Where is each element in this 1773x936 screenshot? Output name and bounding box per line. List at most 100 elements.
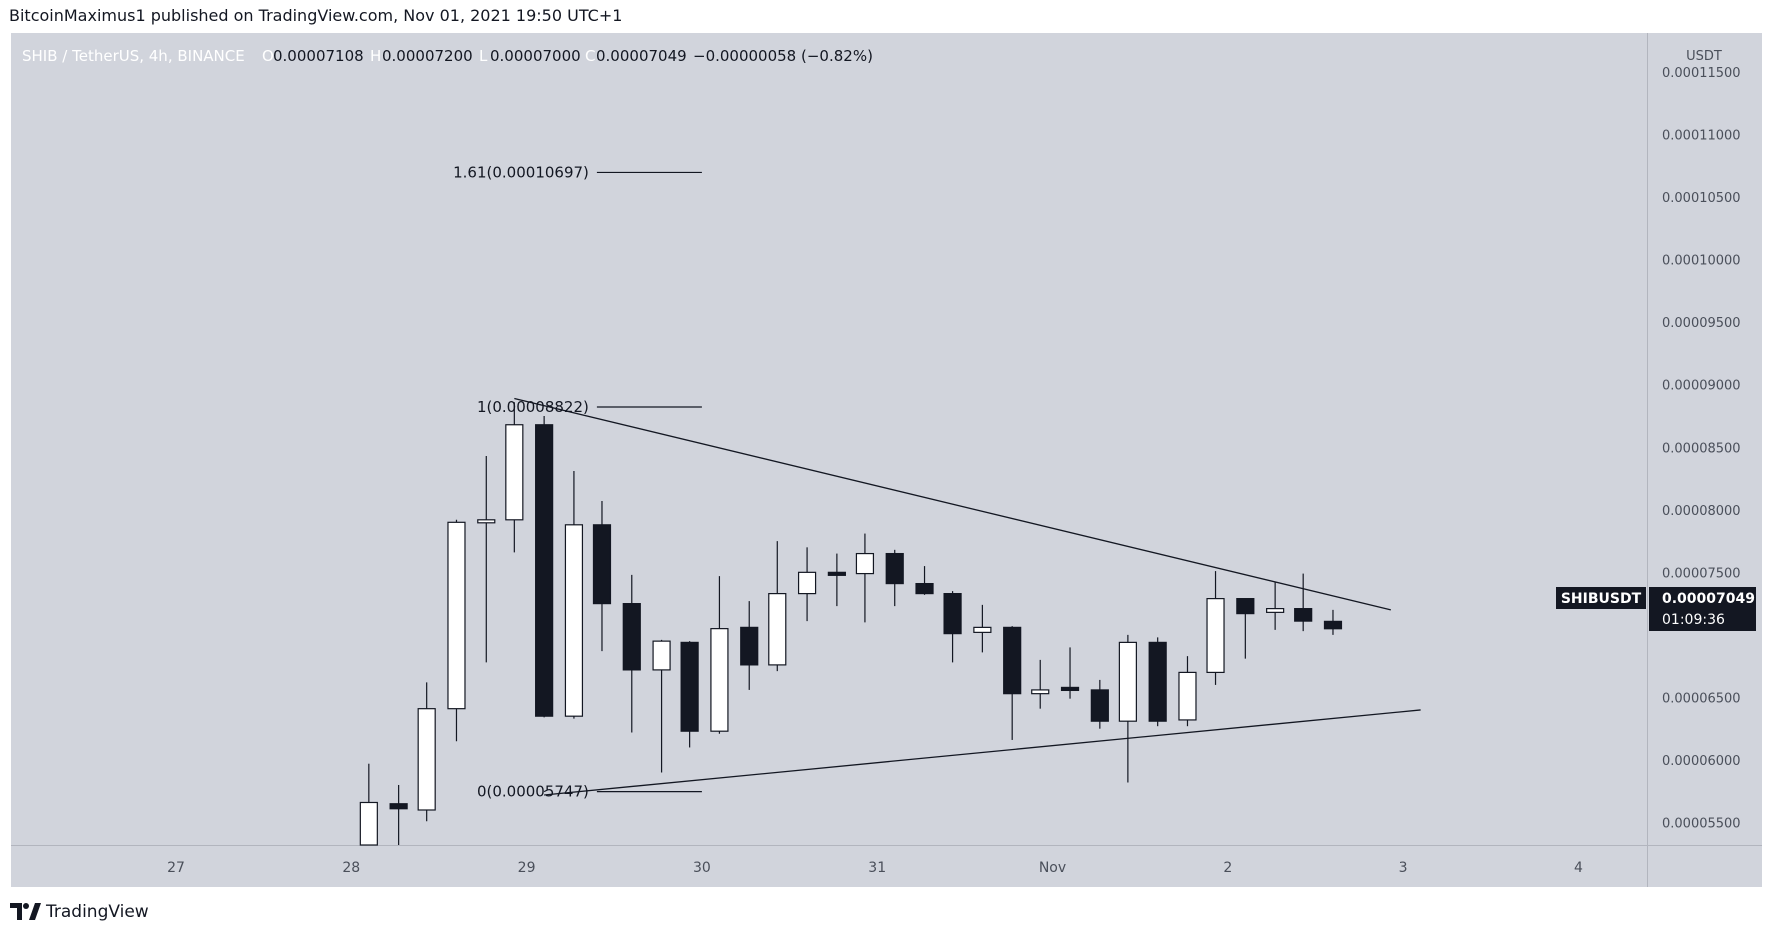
time-axis[interactable] [11, 846, 1647, 887]
plot-area[interactable] [11, 33, 1647, 845]
x-tick-label: 31 [868, 860, 886, 876]
candles[interactable] [359, 402, 1343, 846]
candle-body [1266, 608, 1285, 613]
candle-body [885, 552, 904, 585]
bullish-candle [1031, 659, 1050, 709]
candle-body [1206, 598, 1225, 674]
bullish-candle [797, 547, 817, 622]
candle-body [915, 582, 934, 595]
fib-levels[interactable]: 1.61(0.00010697) 1(0.00008822) 0(0.0000574… [453, 163, 702, 801]
bearish-candle [1294, 573, 1313, 632]
bullish-candle [1266, 582, 1285, 630]
tradingview-logo-icon [10, 903, 41, 920]
bearish-candle [389, 784, 408, 845]
candlestick-chart[interactable]: SHIB / TetherUS, 4h, BINANCE O 0.0000710… [0, 0, 1773, 895]
y-tick-label: 0.00009500 [1662, 316, 1741, 331]
candle-body [1323, 620, 1343, 630]
bearish-candle [1060, 647, 1080, 699]
candle-body [797, 571, 817, 595]
candle-body [1178, 671, 1197, 721]
candle-body [1118, 641, 1137, 722]
x-tick-label: 27 [167, 860, 185, 876]
candle-body [535, 424, 554, 717]
tradingview-branding[interactable]: TradingView [10, 902, 149, 922]
x-tick-label: 29 [518, 860, 536, 876]
bearish-candle [885, 549, 904, 607]
legend-symbol: SHIB / TetherUS, 4h, BINANCE [22, 47, 245, 65]
bullish-candle [359, 763, 378, 846]
candle-body [768, 593, 787, 666]
price-axis-ticks: 0.00011500 0.00011000 0.00010500 0.00010000… [1662, 66, 1741, 831]
candle-body [1148, 641, 1167, 722]
descending-resistance-trendline [514, 397, 1391, 611]
bearish-candle [535, 415, 554, 718]
bullish-candle [417, 682, 436, 822]
x-tick-label: 4 [1574, 860, 1583, 876]
candle-body [359, 801, 378, 846]
bullish-candle [447, 519, 466, 742]
fib-anchor-line [543, 789, 549, 793]
price-tag-countdown: 01:09:36 [1662, 612, 1725, 628]
x-tick-label: 28 [342, 860, 360, 876]
trendlines[interactable] [514, 397, 1421, 796]
y-tick-label: 0.00005500 [1662, 817, 1741, 832]
candle-body [855, 552, 875, 575]
x-tick-label: 3 [1399, 860, 1408, 876]
candle-body [622, 603, 641, 671]
tradingview-name: TradingView [46, 902, 149, 922]
bullish-candle [505, 402, 524, 553]
candle-body [1060, 686, 1080, 692]
candle-body [417, 708, 436, 811]
bullish-candle [855, 533, 875, 623]
candle-body [973, 626, 992, 633]
bearish-candle [827, 553, 846, 607]
legend-open-value: 0.00007108 [273, 47, 364, 65]
bullish-candle [477, 456, 496, 663]
y-tick-label: 0.00008000 [1662, 504, 1741, 519]
y-tick-label: 0.00006500 [1662, 691, 1741, 706]
price-tag-value: 0.00007049 [1662, 591, 1755, 607]
legend-low-value: 0.00007000 [490, 47, 581, 65]
price-tag-symbol: SHIBUSDT [1561, 591, 1642, 607]
ascending-support-trendline [544, 709, 1421, 796]
bearish-candle [592, 501, 612, 652]
bullish-candle [973, 604, 992, 653]
bearish-candle [943, 591, 962, 663]
fib-level-label: 1(0.00008822) [477, 398, 589, 416]
publish-info: BitcoinMaximus1 published on TradingView… [9, 6, 623, 25]
bullish-candle [652, 639, 671, 773]
legend-change: −0.00000058 (−0.82%) [693, 47, 873, 65]
bearish-candle [1148, 637, 1167, 727]
x-tick-label: 30 [693, 860, 711, 876]
bearish-candle [622, 574, 641, 733]
legend-high-value: 0.00007200 [382, 47, 473, 65]
candle-body [592, 524, 612, 605]
bearish-candle [1003, 626, 1022, 740]
price-axis[interactable] [1648, 33, 1762, 887]
x-tick-label: 2 [1223, 860, 1232, 876]
bearish-candle [915, 566, 934, 595]
bullish-candle [768, 541, 787, 672]
y-tick-label: 0.00010500 [1662, 191, 1741, 206]
bearish-candle [1323, 609, 1343, 635]
bullish-candle [1206, 571, 1225, 685]
candle-body [740, 626, 759, 666]
candle-body [1236, 598, 1255, 615]
candle-body [564, 524, 584, 717]
candle-body [1031, 689, 1050, 695]
bearish-candle [1090, 679, 1109, 729]
price-axis-unit: USDT [1686, 49, 1722, 64]
candle-body [680, 641, 699, 732]
candle-body [827, 571, 846, 576]
price-tag: SHIBUSDT 0.00007049 01:09:36 [1556, 587, 1756, 631]
price-tag-value-bg [1649, 587, 1756, 631]
bullish-candle [564, 471, 584, 719]
bullish-candle [1118, 634, 1137, 783]
candle-body [1003, 626, 1022, 695]
ohlc-legend: SHIB / TetherUS, 4h, BINANCE O 0.0000710… [22, 47, 873, 65]
y-tick-label: 0.00009000 [1662, 379, 1741, 394]
candle-body [447, 521, 466, 710]
bullish-candle [710, 576, 729, 734]
fib-level-label: 0(0.00005747) [477, 783, 589, 801]
candle-body [652, 640, 671, 671]
